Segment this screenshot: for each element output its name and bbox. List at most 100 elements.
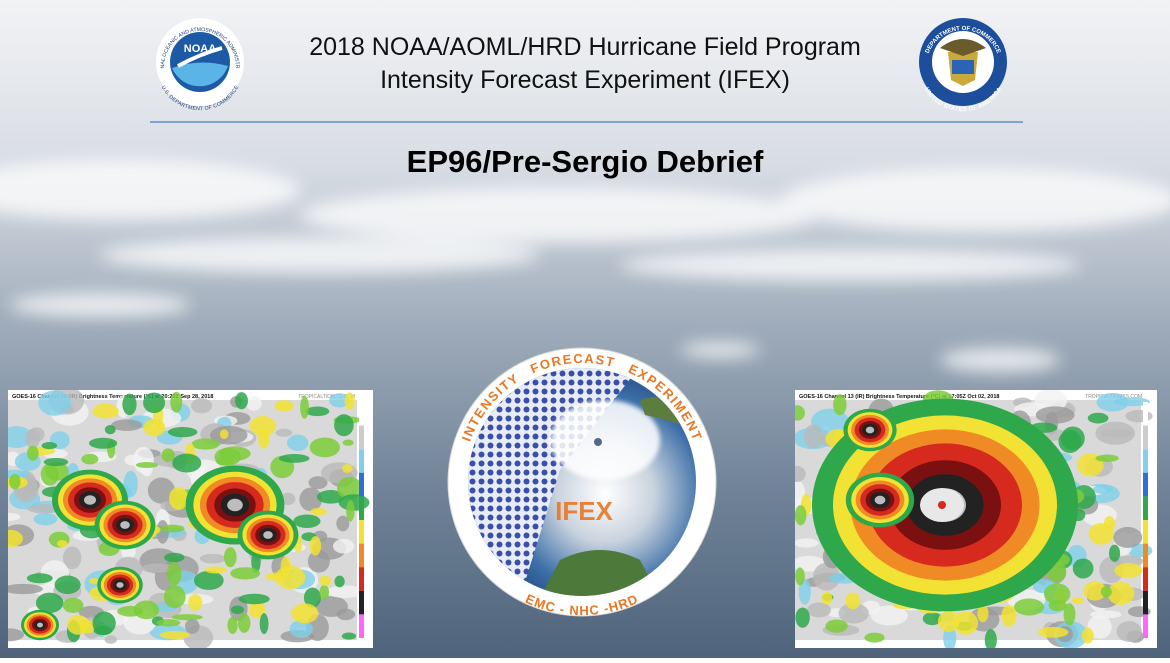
ir-feature	[104, 425, 116, 435]
ir-feature	[56, 539, 68, 548]
ir-feature	[111, 419, 143, 431]
ir-feature	[188, 594, 203, 611]
ir-feature	[88, 577, 100, 585]
ir-feature	[334, 414, 354, 437]
ir-feature	[116, 582, 124, 588]
ir-feature	[334, 575, 345, 588]
ir-feature	[332, 538, 355, 554]
ir-feature	[798, 578, 811, 605]
ir-feature	[27, 445, 39, 461]
ir-feature	[795, 538, 819, 548]
ir-feature	[359, 425, 364, 450]
ir-feature	[135, 461, 159, 469]
ir-feature	[795, 465, 806, 482]
ir-feature	[1037, 626, 1069, 638]
ir-feature	[161, 448, 175, 463]
ir-feature	[307, 549, 330, 573]
ir-feature	[310, 507, 327, 516]
ir-feature	[1116, 621, 1142, 642]
ir-feature	[238, 613, 251, 633]
ir-feature	[1063, 603, 1076, 626]
ir-feature	[303, 587, 322, 608]
ir-feature	[359, 567, 364, 591]
ir-feature	[1043, 583, 1071, 605]
ir-feature	[1107, 581, 1135, 605]
ir-feature	[309, 536, 322, 556]
ir-feature	[938, 501, 946, 509]
ir-feature	[193, 570, 224, 590]
ir-feature	[289, 619, 313, 638]
ir-feature	[1001, 604, 1017, 627]
ir-feature	[227, 616, 238, 635]
ir-imagery	[8, 390, 370, 648]
ir-feature	[35, 592, 64, 614]
ir-feature	[1113, 526, 1143, 548]
ir-feature	[291, 603, 319, 624]
ir-feature	[922, 612, 942, 626]
ir-feature	[143, 392, 166, 414]
ir-feature	[219, 446, 251, 461]
ir-feature	[1013, 598, 1045, 616]
ir-feature	[230, 567, 261, 580]
ir-feature	[8, 628, 25, 642]
ir-feature	[172, 453, 202, 473]
ir-feature	[1081, 627, 1094, 644]
ir-feature	[93, 625, 113, 636]
ir-feature	[336, 608, 356, 621]
ir-feature	[1083, 581, 1107, 601]
ir-feature	[1089, 610, 1122, 619]
ir-feature	[274, 400, 294, 412]
ir-feature	[1143, 425, 1148, 450]
ir-feature	[864, 632, 885, 643]
ir-feature	[300, 396, 309, 419]
ir-feature	[156, 619, 181, 627]
ir-feature	[870, 605, 908, 626]
ir-feature	[164, 552, 185, 563]
ir-feature	[1072, 597, 1084, 605]
ir-feature	[342, 439, 354, 446]
ir-feature	[1048, 599, 1067, 612]
ir-feature	[937, 610, 960, 632]
ir-feature	[204, 566, 227, 574]
ir-feature	[299, 487, 323, 512]
ir-feature	[275, 565, 306, 590]
ir-feature	[342, 464, 353, 473]
image-credit: TROPICALTIDBITS.COM	[298, 394, 355, 400]
ir-feature	[92, 403, 119, 419]
ir-feature	[167, 426, 198, 438]
ir-feature	[825, 619, 848, 633]
ifex-center: IFEX	[555, 496, 613, 526]
ir-feature	[9, 473, 21, 490]
ir-feature	[319, 584, 330, 600]
ir-feature	[806, 602, 832, 618]
ir-feature	[8, 529, 24, 548]
ir-feature	[1099, 556, 1124, 584]
ir-feature	[1096, 392, 1129, 412]
ir-feature	[359, 543, 364, 568]
ir-feature	[185, 618, 200, 634]
ir-feature	[235, 392, 248, 410]
ir-feature	[953, 611, 978, 635]
ir-feature	[1143, 472, 1148, 497]
ir-feature	[159, 630, 190, 640]
satellite-image: GOES-16 Channel 13 (IR) Brightness Tempe…	[8, 390, 373, 648]
ir-feature	[160, 524, 185, 533]
ir-feature	[117, 605, 144, 617]
ir-feature	[813, 562, 841, 591]
ir-feature	[84, 495, 96, 505]
commerce-seal: DEPARTMENT OF COMMERCE UNITED STATES OF …	[919, 18, 1007, 113]
ir-feature	[803, 424, 824, 449]
ir-feature	[359, 472, 364, 497]
ir-feature	[1095, 454, 1119, 462]
ir-feature	[25, 428, 40, 449]
ir-feature	[1100, 585, 1112, 598]
ir-feature	[37, 622, 43, 628]
ir-feature	[305, 406, 330, 417]
ir-feature	[1125, 409, 1153, 423]
ir-feature	[316, 490, 345, 504]
ir-feature	[359, 590, 364, 615]
ir-feature	[8, 583, 43, 595]
ir-feature	[168, 486, 189, 510]
ir-feature	[246, 396, 262, 411]
